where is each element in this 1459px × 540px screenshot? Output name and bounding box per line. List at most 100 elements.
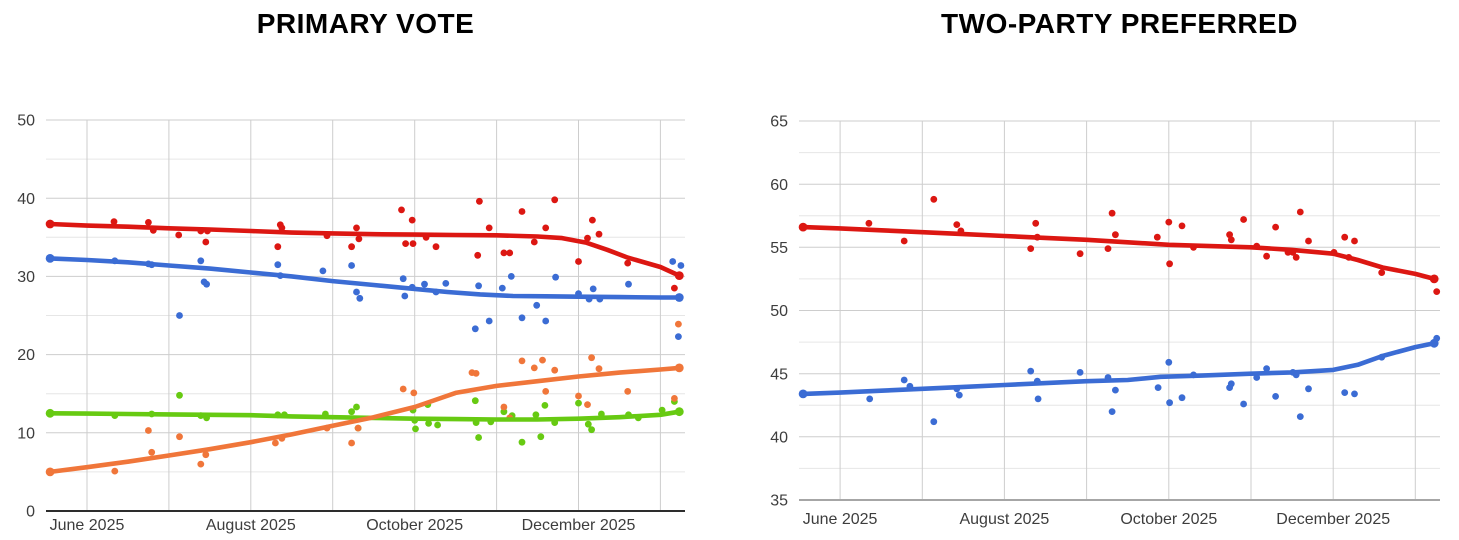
scatter-point-blue (1165, 358, 1173, 366)
scatter-point-green (537, 433, 545, 441)
primary-vote-chart: PRIMARY VOTE 0 10 20 30 40 50 June 2025 August … (0, 0, 729, 540)
scatter-point-blue (442, 280, 450, 287)
scatter-point-blue (675, 333, 682, 340)
scatter-point-red (1112, 231, 1119, 239)
scatter-point-red (584, 234, 591, 242)
scatter-point-orange (148, 448, 156, 456)
scatter-point-red (408, 216, 416, 224)
y-tick-label: 55 (770, 240, 788, 257)
primary-vote-plot: 0 10 20 30 40 50 June 2025 August 2025 October 2… (17, 113, 685, 534)
scatter-point-orange (272, 439, 279, 447)
x-tick-label: October 2025 (1120, 511, 1217, 528)
scatter-point-blue (1263, 365, 1270, 372)
scatter-point-red (398, 206, 405, 214)
scatter-point-blue (542, 317, 550, 325)
scatter-point-blue (1027, 367, 1035, 375)
scatter-point-blue (507, 273, 515, 280)
scatter-point-blue (866, 395, 874, 403)
x-tick-label: August 2025 (206, 517, 296, 534)
scatter-point-green (532, 411, 540, 419)
scatter-point-green (412, 425, 419, 433)
scatter-point-red (1227, 236, 1235, 244)
y-tick-label: 35 (770, 493, 788, 510)
scatter-point-red (348, 243, 355, 251)
y-tick-label: 0 (26, 504, 35, 521)
scatter-point-red (432, 243, 440, 251)
x-tick-label: June 2025 (803, 511, 878, 528)
scatter-point-blue (353, 288, 360, 296)
scatter-point-orange (145, 427, 152, 434)
scatter-point-blue (625, 280, 632, 288)
scatter-point-red (476, 197, 483, 205)
scatter-point-green (434, 421, 441, 429)
scatter-point-blue (930, 418, 938, 426)
trend-end-cap-green (674, 407, 684, 417)
scatter-point-red (1178, 222, 1186, 230)
trend-line-orange (47, 365, 682, 475)
x-tick-label: December 2025 (1276, 511, 1390, 528)
trend-start-cap-red (798, 222, 808, 232)
trend-line-red (47, 221, 682, 278)
scatter-point-red (551, 196, 559, 204)
scatter-point-blue (498, 284, 506, 292)
scatter-point-red (1166, 260, 1173, 268)
scatter-point-blue (1272, 393, 1279, 400)
scatter-point-green (541, 402, 549, 409)
scatter-point-blue (471, 325, 479, 333)
scatter-point-green (353, 403, 360, 411)
y-tick-label: 40 (770, 429, 788, 446)
y-tick-label: 45 (770, 366, 788, 383)
scatter-point-blue (518, 314, 526, 322)
scatter-point-orange (542, 388, 550, 395)
scatter-point-orange (624, 388, 632, 395)
scatter-point-red (506, 249, 514, 257)
y-tick-label: 10 (17, 425, 35, 442)
scatter-point-red (1272, 223, 1279, 231)
primary-vote-title: PRIMARY VOTE (256, 8, 475, 39)
scatter-point-red (671, 284, 678, 292)
scatter-point-orange (111, 467, 119, 475)
scatter-point-green (425, 420, 432, 427)
scatter-point-blue (1112, 386, 1119, 394)
scatter-point-red (402, 240, 409, 248)
scatter-point-red (1263, 252, 1270, 260)
trend-end-cap-blue (674, 293, 684, 302)
scatter-point-green (348, 408, 355, 416)
scatter-point-red (485, 224, 493, 232)
scatter-point-blue (1178, 394, 1186, 402)
scatter-point-red (202, 238, 210, 246)
scatter-point-orange (354, 424, 362, 432)
scatter-point-red (409, 240, 417, 248)
scatter-point-blue (1108, 408, 1116, 415)
scatter-point-blue (1296, 413, 1304, 420)
scatter-point-blue (421, 280, 428, 288)
scatter-point-blue (356, 294, 364, 302)
scatter-point-green (584, 420, 592, 428)
scatter-point-orange (348, 439, 355, 447)
trend-end-cap-red (674, 271, 684, 280)
scatter-point-red (474, 251, 482, 259)
scatter-point-orange (176, 433, 183, 441)
scatter-point-red (953, 221, 961, 229)
scatter-point-red (1165, 218, 1173, 226)
scatter-point-blue (197, 257, 205, 265)
scatter-point-red (175, 231, 183, 239)
trend-line-red (800, 224, 1437, 282)
two-party-preferred-title: TWO-PARTY PREFERRED (941, 8, 1298, 39)
scatter-point-blue (485, 317, 493, 325)
scatter-point-red (145, 219, 152, 226)
scatter-point-red (589, 216, 596, 224)
y-tick-label: 65 (770, 114, 788, 131)
scatter-point-red (1032, 219, 1040, 227)
scatter-point-red (278, 224, 286, 232)
scatter-point-orange (584, 401, 591, 408)
scatter-point-orange (500, 403, 508, 411)
scatter-point-green (475, 434, 482, 441)
scatter-point-red (1076, 250, 1084, 258)
scatter-point-red (595, 230, 603, 238)
scatter-point-orange (575, 392, 582, 400)
scatter-point-blue (533, 301, 541, 309)
trend-start-cap-red (45, 219, 55, 229)
trend-end-cap-red (1429, 274, 1439, 284)
